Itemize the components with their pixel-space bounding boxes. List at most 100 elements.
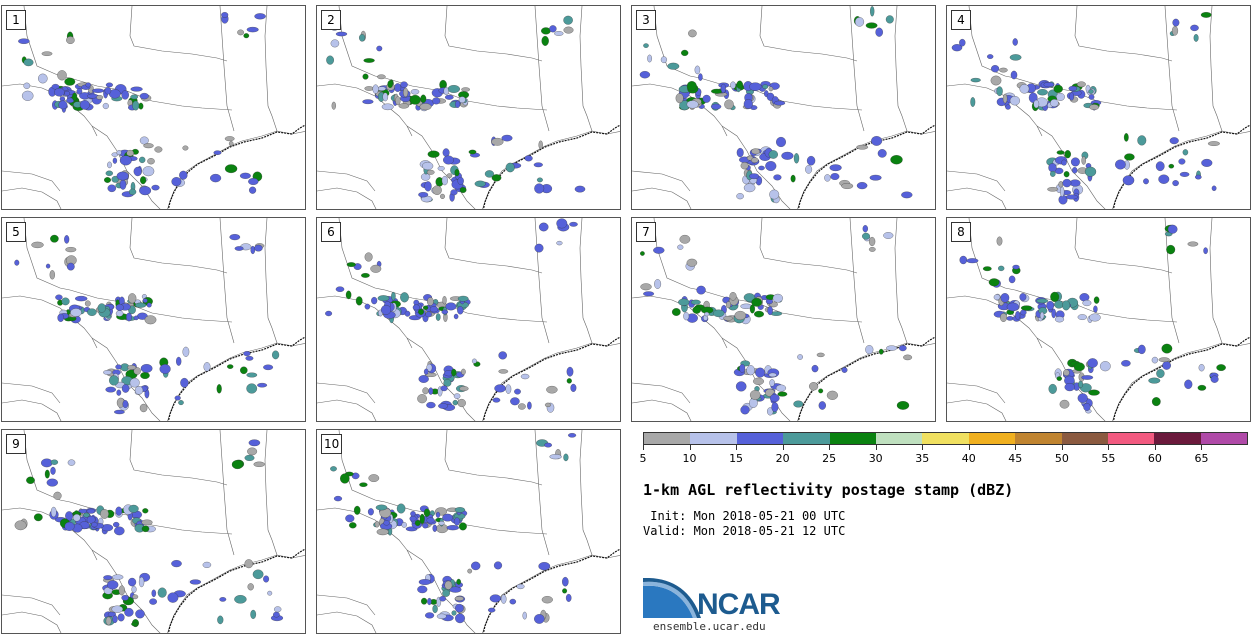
reflectivity-cell <box>1167 224 1178 234</box>
reflectivity-cell <box>768 150 778 159</box>
reflectivity-cell <box>171 560 182 568</box>
reflectivity-cell <box>124 607 134 617</box>
reflectivity-cell <box>886 345 898 351</box>
reflectivity-cell <box>643 291 655 297</box>
reflectivity-cell <box>740 405 750 415</box>
state-boundary-line <box>2 399 62 421</box>
map-canvas <box>632 6 935 209</box>
reflectivity-cell <box>1047 187 1059 192</box>
state-boundary-line <box>2 594 61 616</box>
reflectivity-cell <box>130 94 139 100</box>
reflectivity-cell <box>221 12 229 18</box>
panel-number: 5 <box>6 222 26 242</box>
reflectivity-cell <box>501 134 513 142</box>
colorbar-tick-label: 35 <box>915 452 930 465</box>
colorbar-tick-label: 40 <box>961 452 976 465</box>
reflectivity-cell <box>538 562 551 571</box>
reflectivity-cell <box>865 345 874 355</box>
panel-number: 8 <box>951 222 971 242</box>
reflectivity-cell <box>121 90 129 100</box>
reflectivity-cell <box>1211 185 1217 191</box>
reflectivity-cell <box>128 504 139 513</box>
state-boundary-line <box>129 430 228 486</box>
reflectivity-cell <box>361 273 370 278</box>
reflectivity-cell <box>1083 403 1091 411</box>
coastline <box>167 336 305 421</box>
reflectivity-cell <box>418 192 429 198</box>
state-boundary-line <box>947 170 1006 192</box>
panel-number: 9 <box>6 434 26 454</box>
reflectivity-cell <box>121 384 130 393</box>
reflectivity-cell <box>1137 344 1146 355</box>
state-boundary-line <box>1112 130 1250 209</box>
reflectivity-cell <box>180 377 189 388</box>
reflectivity-cell <box>753 377 764 385</box>
reflectivity-cell <box>70 308 82 317</box>
reflectivity-cell <box>453 517 461 526</box>
map-panel: 2 <box>316 5 621 210</box>
colorbar-tick-label: 5 <box>639 452 647 465</box>
reflectivity-cell <box>829 164 842 172</box>
reflectivity-cell <box>429 306 439 313</box>
reflectivity-cell <box>443 379 452 387</box>
reflectivity-cell <box>671 308 681 316</box>
reflectivity-cell <box>739 363 746 373</box>
reflectivity-cell <box>424 181 432 192</box>
reflectivity-cell <box>443 155 454 165</box>
reflectivity-cell <box>574 185 586 193</box>
reflectivity-cell <box>330 466 337 472</box>
logo-url: ensemble.ucar.edu <box>653 620 766 633</box>
state-boundary-line <box>264 218 278 344</box>
colorbar-tick-label: 10 <box>682 452 697 465</box>
reflectivity-cell <box>1151 397 1161 407</box>
state-boundary-line <box>219 218 235 344</box>
valid-time: Valid: Mon 2018-05-21 12 UTC <box>643 524 846 538</box>
reflectivity-cell <box>856 182 868 190</box>
reflectivity-cell <box>67 459 76 466</box>
reflectivity-cell <box>767 306 773 316</box>
reflectivity-cell <box>438 403 449 409</box>
reflectivity-cell <box>252 569 264 580</box>
reflectivity-cell <box>76 88 83 95</box>
reflectivity-cell <box>117 613 125 622</box>
reflectivity-cell <box>420 94 427 103</box>
state-boundary-line <box>23 6 233 111</box>
state-boundary-line <box>579 430 593 556</box>
reflectivity-cell <box>1073 362 1085 372</box>
reflectivity-cell <box>133 166 142 177</box>
reflectivity-cell <box>23 82 31 89</box>
reflectivity-cell <box>65 247 77 253</box>
reflectivity-cell <box>1099 361 1111 372</box>
reflectivity-cell <box>730 81 736 89</box>
reflectivity-cell <box>372 84 379 94</box>
reflectivity-cell <box>1161 343 1173 354</box>
reflectivity-cell <box>146 302 152 308</box>
reflectivity-cell <box>1046 300 1055 311</box>
reflectivity-cell <box>568 433 577 438</box>
reflectivity-cell <box>1055 92 1065 101</box>
reflectivity-cell <box>1060 186 1065 197</box>
map-panel: 10 <box>316 429 621 634</box>
reflectivity-cell <box>959 38 966 47</box>
reflectivity-cell <box>1070 157 1080 167</box>
reflectivity-cell <box>491 174 502 182</box>
reflectivity-cell <box>250 245 256 255</box>
reflectivity-cell <box>514 388 521 395</box>
colorbar-segment <box>1107 433 1155 444</box>
reflectivity-cell <box>704 311 710 317</box>
reflectivity-cell <box>1019 84 1030 94</box>
map-canvas <box>947 218 1250 421</box>
reflectivity-cell <box>257 382 268 388</box>
reflectivity-cell <box>417 585 428 594</box>
reflectivity-cell <box>1143 178 1149 185</box>
reflectivity-cell <box>1158 174 1170 184</box>
reflectivity-cell <box>797 354 803 360</box>
coastline <box>1112 124 1250 209</box>
reflectivity-cell <box>541 35 549 46</box>
reflectivity-cell <box>128 188 137 196</box>
reflectivity-cell <box>176 356 182 366</box>
reflectivity-cell <box>809 382 819 391</box>
reflectivity-cell <box>142 298 148 303</box>
panel-number: 10 <box>321 434 343 454</box>
reflectivity-cell <box>1054 300 1064 309</box>
